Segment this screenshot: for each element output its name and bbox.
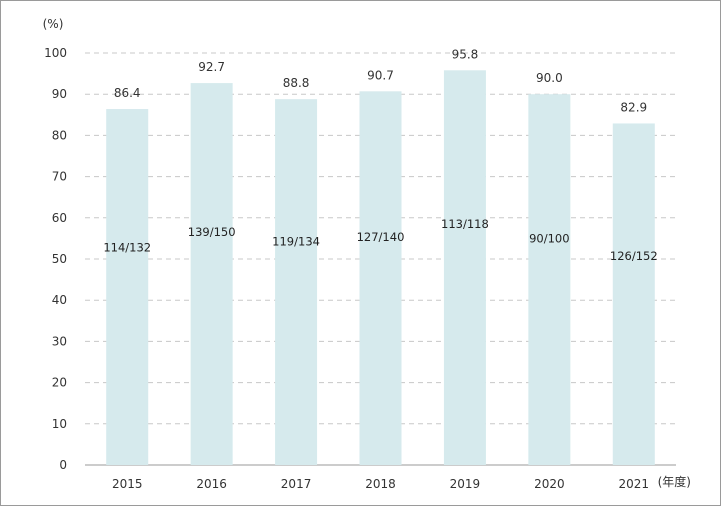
bar-value-label: 82.9	[620, 100, 647, 114]
bar	[528, 94, 571, 465]
y-tick-label: 70	[52, 170, 67, 184]
y-tick-label: 60	[52, 211, 67, 225]
y-tick-label: 30	[52, 334, 67, 348]
x-tick-label: 2018	[365, 477, 396, 491]
x-tick-label: 2015	[112, 477, 143, 491]
bar-ratio-label: 114/132	[103, 240, 151, 254]
y-tick-label: 0	[59, 458, 67, 472]
x-tick-label: 2019	[450, 477, 481, 491]
bar-value-label: 92.7	[198, 60, 225, 74]
x-axis-unit-label: (年度)	[658, 474, 691, 489]
bar-ratio-label: 119/134	[272, 234, 320, 248]
bar	[612, 123, 655, 466]
x-tick-label: 2017	[281, 477, 312, 491]
y-axis-unit-label: (%)	[43, 17, 64, 31]
bar-value-label: 95.8	[452, 47, 479, 61]
y-tick-label: 20	[52, 376, 67, 390]
x-tick-label: 2020	[534, 477, 565, 491]
x-tick-label: 2021	[619, 477, 650, 491]
y-tick-label: 50	[52, 252, 67, 266]
y-tick-label: 40	[52, 293, 67, 307]
bar	[190, 83, 233, 466]
bar	[106, 109, 149, 466]
bar	[359, 91, 402, 465]
bar-ratio-label: 126/152	[610, 249, 658, 263]
bar-ratio-label: 127/140	[357, 230, 405, 244]
y-tick-label: 90	[52, 87, 67, 101]
bar-value-label: 90.7	[367, 68, 394, 82]
x-tick-label: 2016	[196, 477, 227, 491]
bar-value-label: 88.8	[283, 76, 310, 90]
bar-ratio-label: 90/100	[529, 232, 569, 246]
bar	[275, 99, 318, 466]
y-tick-label: 80	[52, 128, 67, 142]
y-tick-label: 10	[52, 417, 67, 431]
bar	[443, 70, 486, 465]
bar-value-label: 90.0	[536, 71, 563, 85]
bar-value-label: 86.4	[114, 86, 141, 100]
bar-ratio-label: 139/150	[188, 225, 236, 239]
y-tick-label: 100	[44, 46, 67, 60]
bar-ratio-label: 113/118	[441, 217, 489, 231]
